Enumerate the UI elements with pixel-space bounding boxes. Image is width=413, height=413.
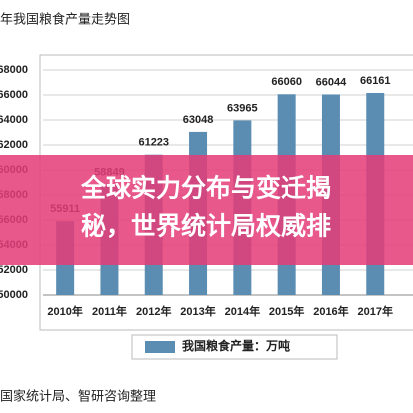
x-tick-label: 2011年 (92, 304, 127, 318)
y-tick-label: 50000 (0, 289, 28, 301)
legend-swatch (145, 341, 175, 353)
x-tick-label: 2013年 (180, 304, 215, 318)
x-tick-label: 2016年 (313, 304, 348, 318)
x-tick-label: 2017年 (358, 304, 393, 318)
value-label: 66060 (271, 76, 302, 88)
value-label: 63965 (227, 102, 258, 114)
value-label: 66044 (316, 76, 347, 88)
banner-text: 全球实力分布与变迁揭 (80, 174, 331, 203)
legend-box (131, 334, 338, 360)
y-tick-label: 66000 (0, 89, 28, 101)
value-label: 66161 (360, 75, 391, 87)
y-tick-label: 62000 (0, 139, 28, 151)
banner-text: 秘，世界统计局权威排 (81, 212, 331, 241)
y-tick-label: 52000 (0, 264, 28, 276)
banner-bg (0, 155, 413, 265)
value-label: 63048 (183, 114, 214, 126)
x-tick-label: 2010年 (47, 304, 82, 318)
x-tick-label: 2015年 (269, 304, 304, 318)
source: 国家统计局、智研咨询整理 (0, 388, 156, 403)
y-tick-label: 64000 (0, 114, 28, 126)
y-tick-label: 68000 (0, 64, 28, 76)
x-tick-label: 2012年 (136, 304, 171, 318)
value-label: 61223 (138, 137, 169, 149)
chart-title: 年我国粮食产量走势图 (0, 11, 130, 26)
legend-label: 我国粮食产量：万吨 (182, 338, 290, 353)
x-tick-label: 2014年 (225, 304, 260, 318)
